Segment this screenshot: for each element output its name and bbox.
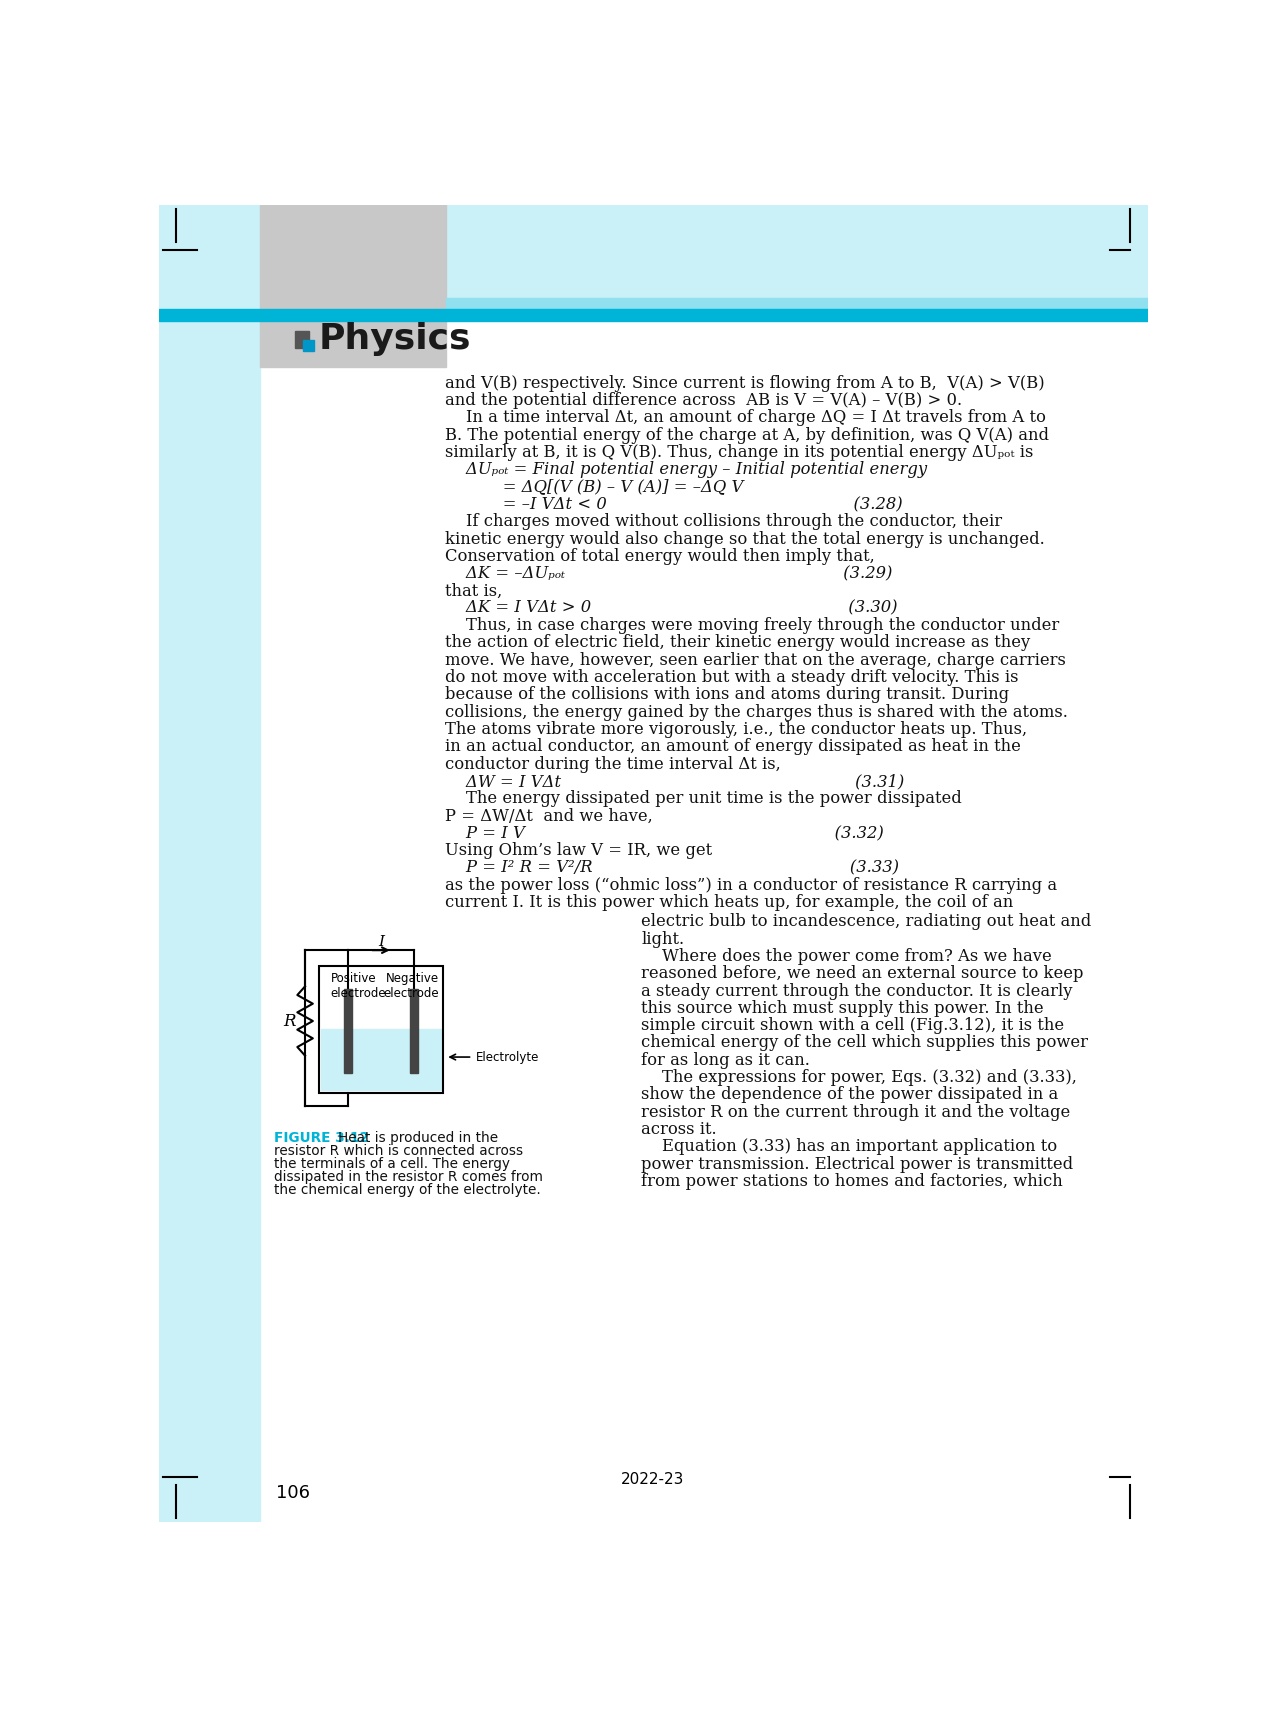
Bar	[411, 988, 418, 1074]
Text: resistor R which is connected across: resistor R which is connected across	[274, 1144, 523, 1158]
Text: similarly at B, it is Q V(B). Thus, change in its potential energy ΔUₚₒₜ is: similarly at B, it is Q V(B). Thus, chan…	[445, 445, 1033, 462]
Text: power transmission. Electrical power is transmitted: power transmission. Electrical power is …	[641, 1156, 1074, 1173]
Text: show the dependence of the power dissipated in a: show the dependence of the power dissipa…	[641, 1086, 1058, 1103]
Text: because of the collisions with ions and atoms during transit. During: because of the collisions with ions and …	[445, 686, 1009, 703]
Text: I: I	[377, 935, 384, 949]
Text: conductor during the time interval Δt is,: conductor during the time interval Δt is…	[445, 756, 780, 773]
Text: The expressions for power, Eqs. (3.32) and (3.33),: The expressions for power, Eqs. (3.32) a…	[641, 1069, 1077, 1086]
Text: and the potential difference across  AB is V = V(A) – V(B) > 0.: and the potential difference across AB i…	[445, 392, 961, 409]
Text: that is,: that is,	[445, 583, 502, 600]
Text: as the power loss (“ohmic loss”) in a conductor of resistance R carrying a: as the power loss (“ohmic loss”) in a co…	[445, 877, 1057, 894]
Text: = ΔQ[(V (B) – V (A)] = –ΔQ V: = ΔQ[(V (B) – V (A)] = –ΔQ V	[445, 479, 743, 496]
Text: the chemical energy of the electrolyte.: the chemical energy of the electrolyte.	[274, 1183, 541, 1197]
Text: 106: 106	[275, 1484, 310, 1501]
Text: P = ΔW/Δt  and we have,: P = ΔW/Δt and we have,	[445, 807, 653, 824]
Bar	[344, 988, 352, 1074]
Text: The atoms vibrate more vigorously, i.e., the conductor heats up. Thus,: The atoms vibrate more vigorously, i.e.,…	[445, 722, 1026, 739]
Bar	[159, 321, 260, 1522]
Text: Using Ohm’s law V = IR, we get: Using Ohm’s law V = IR, we get	[445, 843, 711, 860]
Text: the action of electric field, their kinetic energy would increase as they: the action of electric field, their kine…	[445, 634, 1030, 652]
Text: light.: light.	[641, 930, 685, 947]
Text: the terminals of a cell. The energy: the terminals of a cell. The energy	[274, 1158, 510, 1171]
Text: dissipated in the resistor R comes from: dissipated in the resistor R comes from	[274, 1170, 543, 1185]
Text: B. The potential energy of the charge at A, by definition, was Q V(A) and: B. The potential energy of the charge at…	[445, 426, 1048, 443]
Text: and V(B) respectively. Since current is flowing from A to B,  V(A) > V(B): and V(B) respectively. Since current is …	[445, 374, 1044, 392]
Text: In a time interval Δt, an amount of charge ΔQ = I Δt travels from A to: In a time interval Δt, an amount of char…	[445, 409, 1046, 426]
Text: Positive
electrode: Positive electrode	[330, 971, 386, 1000]
Text: chemical energy of the cell which supplies this power: chemical energy of the cell which suppli…	[641, 1035, 1089, 1052]
Text: across it.: across it.	[641, 1122, 717, 1139]
Text: from power stations to homes and factories, which: from power stations to homes and factori…	[641, 1173, 1063, 1190]
Text: electric bulb to incandescence, radiating out heat and: electric bulb to incandescence, radiatin…	[641, 913, 1091, 930]
Text: current I. It is this power which heats up, for example, the coil of an: current I. It is this power which heats …	[445, 894, 1012, 911]
Text: do not move with acceleration but with a steady drift velocity. This is: do not move with acceleration but with a…	[445, 669, 1017, 686]
Text: Where does the power come from? As we have: Where does the power come from? As we ha…	[641, 947, 1052, 964]
Text: reasoned before, we need an external source to keep: reasoned before, we need an external sou…	[641, 964, 1084, 982]
Bar	[319, 966, 442, 1093]
Text: for as long as it can.: for as long as it can.	[641, 1052, 811, 1069]
Text: ΔK = I VΔt > 0                                                 (3.30): ΔK = I VΔt > 0 (3.30)	[445, 600, 898, 617]
Text: Electrolyte: Electrolyte	[476, 1050, 539, 1064]
Bar	[320, 1029, 441, 1091]
Text: ΔUₚₒₜ = Final potential energy – Initial potential energy: ΔUₚₒₜ = Final potential energy – Initial…	[445, 462, 927, 479]
Text: ΔK = –ΔUₚₒₜ                                                     (3.29): ΔK = –ΔUₚₒₜ (3.29)	[445, 566, 892, 581]
Text: move. We have, however, seen earlier that on the average, charge carriers: move. We have, however, seen earlier tha…	[445, 652, 1066, 669]
Bar	[159, 205, 1148, 320]
Bar	[302, 340, 314, 351]
Text: P = I V                                                           (3.32): P = I V (3.32)	[445, 824, 884, 841]
Bar	[159, 310, 1148, 321]
Text: resistor R on the current through it and the voltage: resistor R on the current through it and…	[641, 1103, 1071, 1120]
Text: collisions, the energy gained by the charges thus is shared with the atoms.: collisions, the energy gained by the cha…	[445, 705, 1067, 722]
Text: Equation (3.33) has an important application to: Equation (3.33) has an important applica…	[641, 1139, 1057, 1156]
Text: Negative
electrode: Negative electrode	[384, 971, 439, 1000]
Text: = –I VΔt < 0                                               (3.28): = –I VΔt < 0 (3.28)	[445, 496, 903, 513]
Text: simple circuit shown with a cell (Fig.3.12), it is the: simple circuit shown with a cell (Fig.3.…	[641, 1017, 1065, 1035]
Text: Thus, in case charges were moving freely through the conductor under: Thus, in case charges were moving freely…	[445, 617, 1058, 634]
Bar	[295, 330, 309, 347]
Text: ΔW = I VΔt                                                        (3.31): ΔW = I VΔt (3.31)	[445, 773, 904, 790]
Bar	[260, 205, 446, 368]
Text: this source which must supply this power. In the: this source which must supply this power…	[641, 1000, 1044, 1017]
Text: P = I² R = V²/R                                                 (3.33): P = I² R = V²/R (3.33)	[445, 860, 899, 877]
Bar	[446, 298, 1148, 310]
Text: FIGURE 3.12: FIGURE 3.12	[274, 1130, 374, 1146]
Text: The energy dissipated per unit time is the power dissipated: The energy dissipated per unit time is t…	[445, 790, 961, 807]
Text: Conservation of total energy would then imply that,: Conservation of total energy would then …	[445, 547, 875, 564]
Text: 2022-23: 2022-23	[621, 1472, 685, 1488]
Text: kinetic energy would also change so that the total energy is unchanged.: kinetic energy would also change so that…	[445, 530, 1044, 547]
Text: If charges moved without collisions through the conductor, their: If charges moved without collisions thro…	[445, 513, 1002, 530]
Text: a steady current through the conductor. It is clearly: a steady current through the conductor. …	[641, 983, 1074, 1000]
Text: in an actual conductor, an amount of energy dissipated as heat in the: in an actual conductor, an amount of ene…	[445, 739, 1020, 756]
Text: Heat is produced in the: Heat is produced in the	[338, 1130, 497, 1146]
Text: R: R	[283, 1012, 296, 1029]
Text: Physics: Physics	[319, 321, 470, 356]
